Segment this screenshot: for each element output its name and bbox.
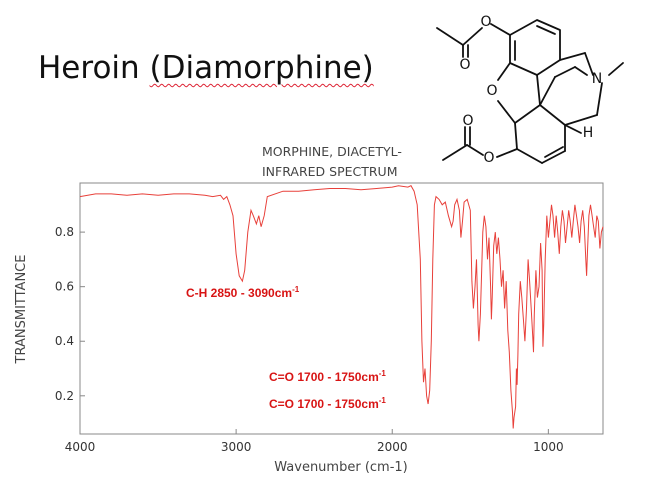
spectrum-title-line2: INFRARED SPECTRUM bbox=[262, 164, 398, 179]
oxygen-label: O bbox=[459, 57, 470, 73]
oxygen-label: O bbox=[462, 113, 473, 129]
y-tick-label: 0.8 bbox=[55, 225, 74, 239]
slide-title: Heroin (Diamorphine) bbox=[38, 50, 374, 86]
oxygen-label: O bbox=[483, 150, 494, 166]
annotation-co: C=O 1700 - 1750cm-1 bbox=[269, 396, 386, 411]
x-tick-label: 1000 bbox=[533, 440, 564, 454]
oxygen-label: O bbox=[486, 83, 497, 99]
x-tick-label: 4000 bbox=[65, 440, 96, 454]
y-tick-label: 0.4 bbox=[55, 334, 74, 348]
spectrum-line bbox=[79, 185, 604, 429]
annotation-co: C=O 1700 - 1750cm-1 bbox=[269, 369, 386, 384]
nitrogen-label: N bbox=[592, 71, 602, 87]
spectrum-title-line1: MORPHINE, DIACETYL- bbox=[262, 144, 402, 159]
slide-title-main: Heroin bbox=[38, 50, 150, 86]
annotation-ch: C-H 2850 - 3090cm-1 bbox=[186, 285, 300, 300]
plot-frame bbox=[79, 182, 604, 435]
spectrum-title: MORPHINE, DIACETYL- INFRARED SPECTRUM bbox=[262, 142, 430, 182]
x-tick-label: 2000 bbox=[377, 440, 408, 454]
slide-title-paren: (Diamorphine) bbox=[149, 50, 374, 86]
x-axis-label: Wavenumber (cm-1) bbox=[274, 460, 407, 475]
hydrogen-label: H bbox=[583, 125, 594, 141]
molecular-structure: O O O O O N H bbox=[436, 14, 624, 166]
ir-spectrum-chart: 0.2 0.4 0.6 0.8 4000 3000 2000 1000 Wavenumber … bbox=[14, 182, 604, 475]
y-tick-label: 0.2 bbox=[55, 389, 74, 403]
y-tick-label: 0.6 bbox=[55, 280, 74, 294]
y-axis-label: TRANSMITTANCE bbox=[14, 255, 29, 365]
oxygen-label: O bbox=[480, 14, 491, 30]
x-tick-label: 3000 bbox=[221, 440, 252, 454]
